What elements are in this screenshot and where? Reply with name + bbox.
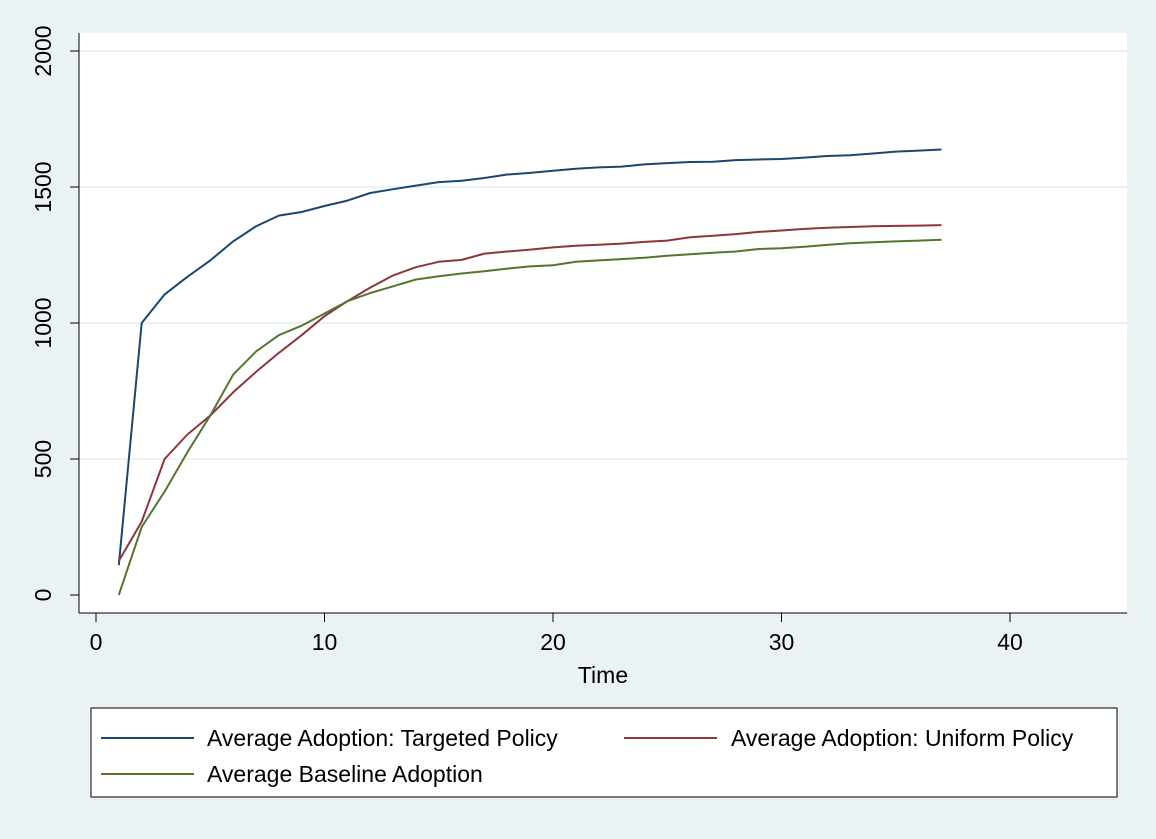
y-tick-label: 1000 bbox=[30, 297, 56, 348]
x-tick-label: 40 bbox=[997, 629, 1023, 655]
legend-label: Average Adoption: Targeted Policy bbox=[207, 725, 558, 751]
gridlines bbox=[80, 50, 1127, 460]
x-tick-label: 20 bbox=[540, 629, 566, 655]
axis-ticks: 0 500 1000 1500 2000 0 10 20 30 40 bbox=[30, 25, 1023, 655]
legend-box bbox=[90, 707, 1118, 798]
series-line bbox=[117, 238, 942, 596]
series-lines bbox=[117, 148, 942, 596]
x-tick-label: 0 bbox=[90, 629, 103, 655]
y-tick-label: 1500 bbox=[30, 161, 56, 212]
x-tick-label: 30 bbox=[769, 629, 795, 655]
x-tick-label: 10 bbox=[312, 629, 338, 655]
y-tick-label: 500 bbox=[30, 440, 56, 478]
legend-label: Average Baseline Adoption bbox=[207, 761, 483, 787]
series-line bbox=[117, 148, 942, 566]
legend-label: Average Adoption: Uniform Policy bbox=[731, 725, 1074, 751]
y-tick-label: 0 bbox=[30, 589, 56, 602]
series-line bbox=[117, 224, 942, 562]
legend: Average Adoption: Targeted Policy Average… bbox=[101, 725, 1074, 787]
x-axis-label: Time bbox=[578, 662, 628, 688]
y-tick-label: 2000 bbox=[30, 25, 56, 76]
